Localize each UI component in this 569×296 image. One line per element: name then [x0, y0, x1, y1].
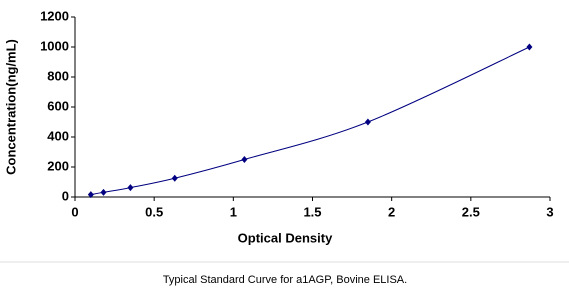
x-tick-label: 1 [230, 204, 237, 219]
point [241, 156, 248, 163]
x-tick-label: 0 [71, 204, 78, 219]
caption: Typical Standard Curve for a1AGP, Bovine… [163, 274, 407, 286]
x-axis-label: Optical Density [238, 230, 333, 245]
point [171, 174, 178, 182]
point [127, 184, 134, 192]
y-tick-label: 1000 [40, 38, 69, 53]
y-tick-label: 400 [47, 128, 69, 143]
point [87, 191, 94, 199]
x-tick-label: 2 [388, 204, 395, 219]
x-tick-label: 2.5 [462, 204, 480, 219]
y-tick-label: 1200 [40, 8, 69, 23]
x-tick-label: 0.5 [145, 204, 163, 219]
x-tick-label: 3 [546, 204, 553, 219]
curve [90, 46, 530, 196]
y-tick-label: 0 [62, 188, 69, 203]
x-tick-label: 1.5 [303, 204, 321, 219]
point [364, 118, 371, 126]
point [100, 188, 107, 196]
y-axis-label: Concentration(ng/mL) [3, 39, 18, 175]
y-tick-label: 600 [47, 98, 69, 113]
y-tick-label: 200 [47, 158, 69, 173]
y-tick-label: 800 [47, 68, 69, 83]
point [526, 43, 533, 51]
